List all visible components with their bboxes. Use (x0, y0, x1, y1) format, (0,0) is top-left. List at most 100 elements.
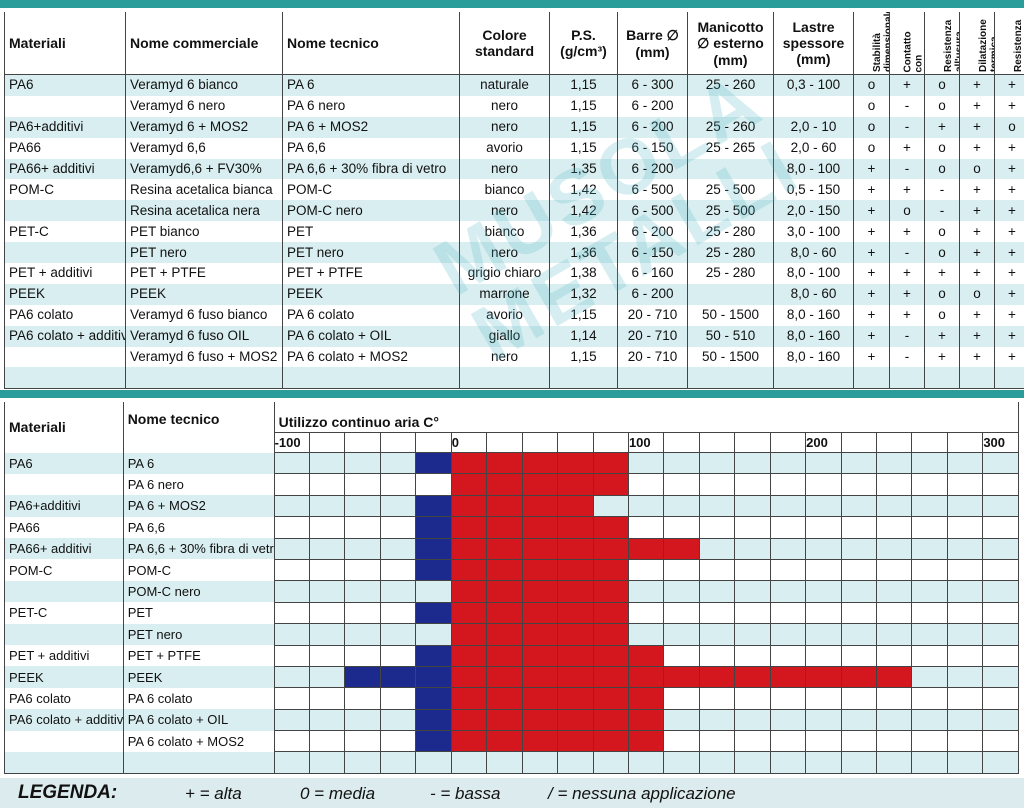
cell-colore: nero (459, 200, 550, 222)
cell-materiale: PET-C (4, 602, 124, 624)
grid-cell (309, 644, 346, 667)
cell-peso-specifico: 1,38 (549, 263, 618, 284)
grid-cell (273, 751, 311, 774)
grid-cell (946, 558, 984, 582)
table-row: POM-C nero (4, 580, 1019, 603)
header-ps: P.S. (g/cm³) (549, 12, 618, 75)
temp-bar-hot (557, 558, 594, 582)
cell-materiale (4, 623, 124, 646)
legend-item-alta: + = alta (185, 784, 242, 803)
cell-dilatazione: + (959, 200, 995, 222)
cell-barre: 6 - 150 (617, 137, 688, 159)
grid-cell (769, 730, 807, 753)
header-contatto: Contatto con alimenti (889, 12, 925, 75)
grid-cell (627, 516, 665, 539)
cell-materiale (4, 346, 126, 368)
table-row (4, 751, 1019, 774)
cell-dilatazione: + (959, 74, 995, 96)
header-colore: Colore standard (459, 12, 550, 75)
cell-stabilita: + (853, 346, 890, 368)
header-barre: Barre ∅ (mm) (617, 12, 688, 75)
grid-cell (805, 687, 842, 710)
temp-bar-hot (450, 601, 488, 625)
cell-contatto: - (889, 158, 925, 180)
temp-bar-hot (450, 451, 488, 475)
cell-stabilita: + (853, 304, 890, 326)
cell-usura: o (924, 158, 960, 180)
grid-cell (379, 601, 417, 625)
cell-barre: 6 - 200 (617, 283, 688, 305)
cell-contatto: + (889, 283, 925, 305)
temp-bar-hot (450, 580, 488, 603)
table-row: PEEK PEEK (4, 665, 1019, 689)
cell-contatto: - (889, 95, 925, 117)
temp-bar-hot (627, 537, 665, 560)
grid-cell (663, 580, 700, 603)
grid-cell (946, 623, 984, 646)
table-row: PA6 PA 6 (4, 451, 1019, 475)
temp-bar-hot (592, 580, 629, 603)
temp-bar-hot (486, 558, 523, 582)
grid-cell (911, 537, 948, 560)
cell-manicotto (687, 158, 774, 180)
cell-dilatazione: + (959, 95, 995, 117)
grid-cell (698, 644, 736, 667)
cell-chimica: + (994, 304, 1024, 326)
grid-cell (946, 601, 984, 625)
cell-dilatazione: + (959, 221, 995, 243)
axis-tick-label: 100 (627, 432, 665, 453)
header-manicotto: Manicotto ∅ esterno (mm) (687, 12, 774, 75)
axis-cell (911, 432, 948, 453)
cell-stabilita: + (853, 263, 890, 284)
grid-cell (273, 494, 311, 518)
cell-colore: naturale (459, 74, 550, 96)
grid-cell (805, 516, 842, 539)
temp-bar-hot (557, 623, 594, 646)
grid-cell (911, 751, 948, 774)
table-row: PA66 Veramyd 6,6 PA 6,6 avorio 1,15 6 - 150 25… (4, 137, 1024, 159)
grid-cell (698, 451, 736, 475)
cell-chimica: + (994, 346, 1024, 368)
cell-nome-tecnico: PA 6,6 + 30% fibra di vetro (122, 538, 275, 560)
cell-dilatazione: + (959, 263, 995, 284)
cell-nome-tecnico: PET nero (282, 242, 460, 264)
grid-cell (698, 730, 736, 753)
cell-peso-specifico: 1,42 (549, 200, 618, 222)
cell-barre: 6 - 200 (617, 95, 688, 117)
temp-bar-hot (627, 708, 665, 732)
grid-cell (450, 751, 488, 774)
temp-bar-hot (450, 558, 488, 582)
grid-cell (309, 494, 346, 518)
table-row: PA 6 colato + MOS2 (4, 730, 1019, 753)
grid-cell (946, 644, 984, 667)
grid-cell (734, 644, 771, 667)
grid-cell (911, 516, 948, 539)
temp-bar-cold (379, 665, 417, 689)
cell-dilatazione: + (959, 116, 995, 138)
grid-cell (840, 644, 878, 667)
legend-item-bassa: - = bassa (430, 784, 501, 803)
cell-materiale: PA6+additivi (4, 116, 126, 138)
cell-barre: 6 - 200 (617, 221, 688, 243)
grid-cell (734, 601, 771, 625)
grid-cell (876, 580, 913, 603)
header-materiali: Materiali (4, 12, 126, 75)
grid-cell (698, 708, 736, 732)
grid-cell (379, 623, 417, 646)
temp-bar-hot (557, 601, 594, 625)
grid-cell (805, 451, 842, 475)
legend-bar: LEGENDA: + = alta 0 = media - = bassa / … (0, 778, 1024, 808)
grid-cell (805, 580, 842, 603)
grid-cell (627, 558, 665, 582)
temp-bar-hot (557, 665, 594, 689)
cell-lastre: 2,0 - 10 (773, 116, 854, 138)
grid-cell (379, 580, 417, 603)
cell-chimica: + (994, 95, 1024, 117)
temp-bar-hot (592, 708, 629, 732)
cell-peso-specifico: 1,15 (549, 304, 618, 326)
temp-bar-hot (521, 687, 559, 710)
cell-nome-tecnico (282, 367, 460, 390)
cell-stabilita: + (853, 242, 890, 264)
grid-cell (734, 687, 771, 710)
grid-cell (344, 451, 381, 475)
